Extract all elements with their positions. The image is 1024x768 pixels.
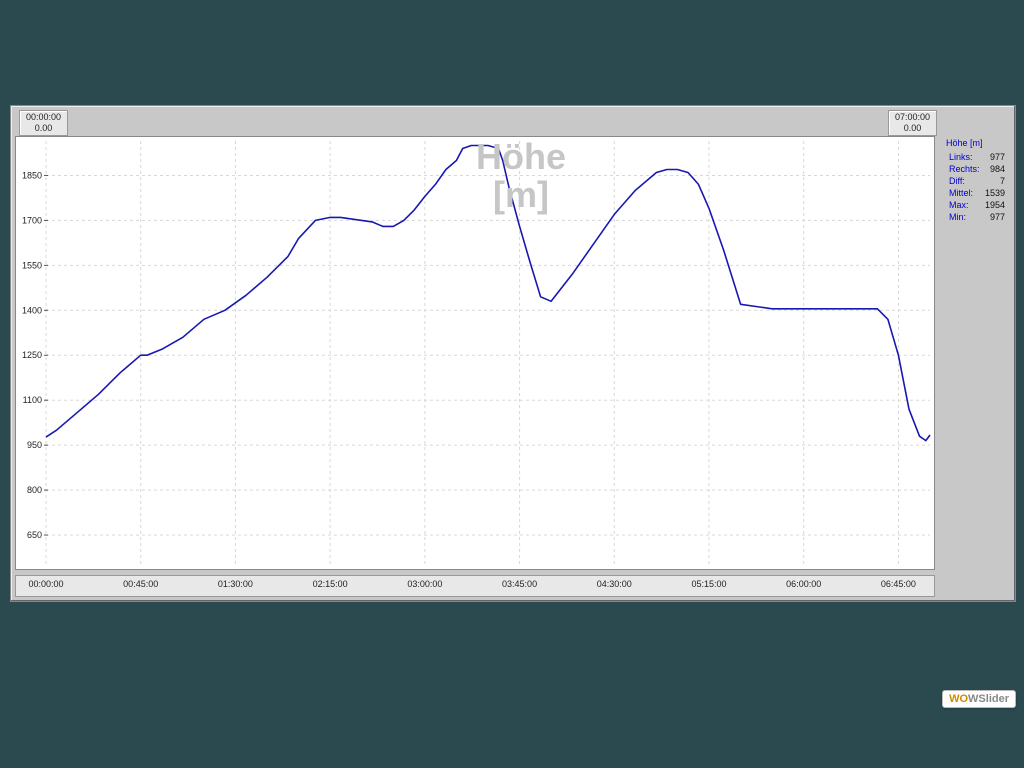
y-tick-label: 650 (27, 530, 42, 540)
legend-row: Diff:7 (948, 176, 1006, 186)
legend-value: 1954 (983, 200, 1006, 210)
legend-row: Links:977 (948, 152, 1006, 162)
badge-post: WSlider (968, 693, 1009, 705)
x-tick-label: 05:15:00 (691, 579, 726, 589)
end-time-box: 07:00:00 0.00 (888, 110, 937, 136)
y-tick-label: 1700 (22, 215, 42, 225)
chart-window: 00:00:00 0.00 07:00:00 0.00 650 800 950 110… (10, 105, 1016, 602)
legend-key: Mittel: (948, 188, 981, 198)
end-time: 07:00:00 (895, 112, 930, 123)
badge-pre: W (949, 693, 959, 705)
legend-key: Diff: (948, 176, 981, 186)
legend-row: Max:1954 (948, 200, 1006, 210)
legend-value: 7 (983, 176, 1006, 186)
legend-value: 977 (983, 212, 1006, 222)
x-tick-label: 06:45:00 (881, 579, 916, 589)
x-tick-label: 01:30:00 (218, 579, 253, 589)
x-tick-label: 04:30:00 (597, 579, 632, 589)
legend-key: Rechts: (948, 164, 981, 174)
start-time-box: 00:00:00 0.00 (19, 110, 68, 136)
x-tick-label: 00:00:00 (28, 579, 63, 589)
legend-row: Mittel:1539 (948, 188, 1006, 198)
x-tick-label: 03:00:00 (407, 579, 442, 589)
y-tick-label: 1400 (22, 305, 42, 315)
y-tick-label: 1550 (22, 260, 42, 270)
y-tick-label: 1850 (22, 170, 42, 180)
legend-key: Max: (948, 200, 981, 210)
wowslider-badge[interactable]: WOWSlider (942, 690, 1016, 708)
elevation-chart[interactable]: 650 800 950 1100 1250 1400 1550 1700 1850 (15, 136, 935, 570)
legend-value: 1539 (983, 188, 1006, 198)
y-tick-label: 1100 (23, 395, 42, 405)
legend-title: Höhe [m] (946, 138, 1008, 148)
end-value: 0.00 (895, 123, 930, 134)
y-tick-label: 1250 (22, 350, 42, 360)
legend-row: Min:977 (948, 212, 1006, 222)
legend-key: Min: (948, 212, 981, 222)
legend-panel: Höhe [m] Links:977Rechts:984Diff:7Mittel… (943, 136, 1011, 571)
y-tick-label: 800 (27, 485, 42, 495)
legend-value: 977 (983, 152, 1006, 162)
y-tick-label: 950 (27, 440, 42, 450)
start-time: 00:00:00 (26, 112, 61, 123)
legend-value: 984 (983, 164, 1006, 174)
legend-row: Rechts:984 (948, 164, 1006, 174)
x-tick-label: 00:45:00 (123, 579, 158, 589)
badge-mid: O (959, 693, 968, 705)
legend-key: Links: (948, 152, 981, 162)
legend-table: Links:977Rechts:984Diff:7Mittel:1539Max:… (946, 150, 1008, 224)
x-tick-label: 06:00:00 (786, 579, 821, 589)
start-value: 0.00 (26, 123, 61, 134)
x-axis-strip: 00:00:00 00:45:00 01:30:00 02:15:00 03:00:00… (15, 575, 935, 597)
x-tick-label: 02:15:00 (313, 579, 348, 589)
x-tick-label: 03:45:00 (502, 579, 537, 589)
